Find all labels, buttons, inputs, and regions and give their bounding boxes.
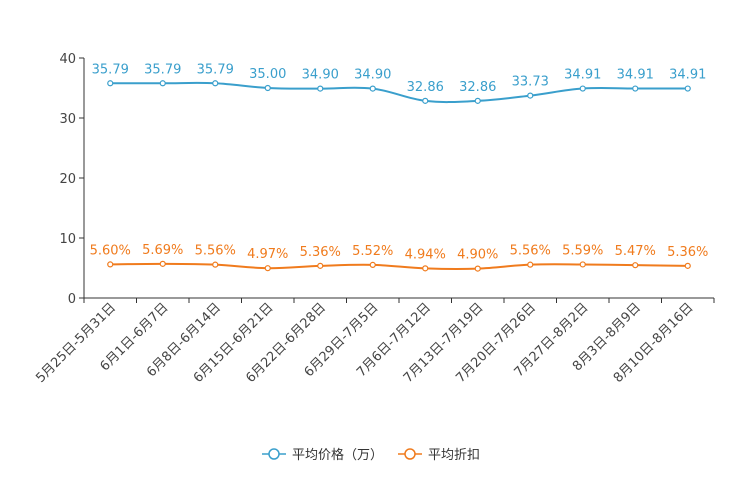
data-point[interactable]: [474, 97, 481, 104]
y-tick-label: 10: [59, 232, 76, 247]
y-tick-label: 0: [68, 292, 76, 307]
y-tick-label: 30: [59, 112, 76, 127]
data-point[interactable]: [579, 261, 586, 268]
data-point[interactable]: [579, 85, 586, 92]
data-point[interactable]: [317, 262, 324, 269]
data-label: 32.86: [407, 80, 444, 95]
y-tick-label: 40: [59, 52, 76, 67]
legend-item-avg-price[interactable]: 平均价格（万）: [262, 447, 383, 463]
y-tick-label: 20: [59, 172, 76, 187]
data-point[interactable]: [107, 80, 114, 87]
series-line: [110, 262, 688, 270]
data-point[interactable]: [369, 261, 376, 268]
legend-label: 平均价格（万）: [292, 447, 383, 463]
data-label: 4.94%: [405, 247, 446, 262]
data-point[interactable]: [317, 85, 324, 92]
data-label: 35.79: [144, 62, 181, 77]
data-label: 5.47%: [615, 244, 656, 259]
data-point[interactable]: [684, 262, 691, 269]
data-label: 32.86: [459, 80, 496, 95]
data-label: 33.73: [512, 75, 549, 90]
data-point[interactable]: [632, 85, 639, 92]
data-point[interactable]: [422, 97, 429, 104]
legend-item-avg-discount[interactable]: 平均折扣: [398, 448, 480, 463]
data-point[interactable]: [107, 261, 114, 268]
data-label: 5.36%: [667, 245, 708, 260]
data-point[interactable]: [212, 261, 219, 268]
data-label: 35.79: [92, 62, 129, 77]
legend-marker-icon: [268, 448, 280, 460]
data-label: 5.56%: [510, 244, 551, 259]
data-label: 5.56%: [195, 244, 236, 259]
series-avg-discount: 5.60% 5.69% 5.56% 4.97% 5.36% 5.52% 4.94% 4.90%…: [90, 243, 708, 272]
chart-axes: 0 10 20 30 40: [59, 52, 715, 307]
x-axis-labels: 5月25日-5月31日6月1日-6月7日6月8日-6月14日6月15日-6月21…: [33, 300, 696, 386]
data-point[interactable]: [527, 92, 534, 99]
series-line: [110, 81, 688, 104]
data-label: 5.36%: [300, 245, 341, 260]
data-label: 5.60%: [90, 243, 131, 258]
data-label: 35.79: [197, 62, 234, 77]
data-label: 4.97%: [247, 247, 288, 262]
data-point[interactable]: [212, 80, 219, 87]
data-point[interactable]: [422, 265, 429, 272]
data-point[interactable]: [159, 260, 166, 267]
data-point[interactable]: [369, 85, 376, 92]
data-point[interactable]: [684, 85, 691, 92]
data-label: 34.91: [617, 68, 654, 83]
data-point[interactable]: [632, 262, 639, 269]
data-point[interactable]: [264, 84, 271, 92]
data-point[interactable]: [527, 261, 534, 268]
data-label: 34.91: [669, 68, 706, 83]
data-label: 34.91: [564, 68, 601, 83]
data-label: 5.69%: [142, 243, 183, 258]
data-label: 4.90%: [457, 248, 498, 263]
chart-legend[interactable]: 平均价格（万） 平均折扣: [262, 447, 480, 463]
legend-label: 平均折扣: [428, 448, 480, 463]
legend-marker-icon: [404, 448, 416, 460]
data-label: 34.90: [302, 68, 339, 83]
data-label: 34.90: [354, 68, 391, 83]
data-label: 5.59%: [562, 243, 603, 258]
series-avg-price: 35.79 35.79 35.79 35.00 34.90 34.90 32.86 32.86…: [92, 62, 706, 104]
chart-series: 35.79 35.79 35.79 35.00 34.90 34.90 32.86 32.86…: [90, 62, 708, 272]
data-point[interactable]: [159, 80, 166, 87]
data-point[interactable]: [474, 265, 481, 272]
data-label: 5.52%: [352, 244, 393, 259]
data-point[interactable]: [264, 265, 271, 272]
data-label: 35.00: [249, 67, 286, 82]
